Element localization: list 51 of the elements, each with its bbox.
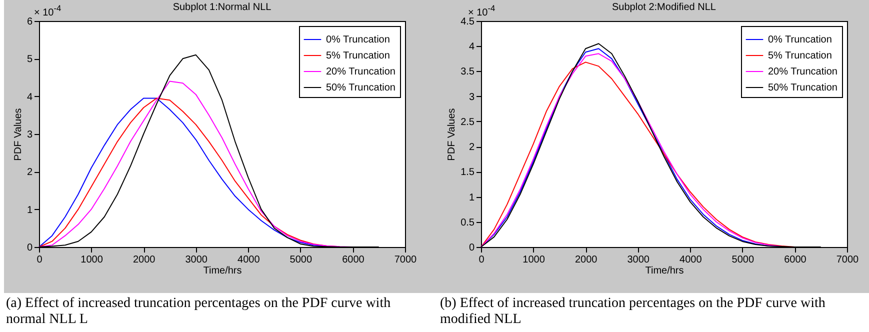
y-tick-label: 2 bbox=[26, 167, 33, 178]
x-axis-title: Time/hrs bbox=[203, 266, 242, 276]
legend-label: 0% Truncation bbox=[326, 34, 390, 46]
y-tick-label: 4 bbox=[26, 92, 33, 103]
x-tick-label: 7000 bbox=[394, 254, 418, 266]
y-tick-label: 6 bbox=[26, 16, 33, 28]
x-tick-label: 6000 bbox=[342, 254, 365, 266]
y-tick-label: 5 bbox=[26, 54, 33, 66]
y-axis-title: PDF Values bbox=[446, 108, 458, 161]
y-tick-label: 4 bbox=[468, 42, 475, 53]
x-tick-label: 0 bbox=[36, 254, 43, 266]
text: × 10$^{-4}$ bbox=[468, 3, 496, 18]
legend-label: 50% Truncation bbox=[326, 82, 396, 94]
x-tick-label: 2000 bbox=[574, 254, 598, 266]
x-tick-label: 6000 bbox=[784, 254, 807, 266]
x-tick-label: 3000 bbox=[185, 254, 208, 266]
y-axis-title: PDF Values bbox=[12, 108, 24, 161]
y-tick-label: 0 bbox=[468, 242, 475, 254]
chart-title: Subplot 1:Normal NLL bbox=[172, 2, 272, 13]
y-tick-label: 1 bbox=[26, 204, 33, 216]
text: (a) Effect of increased truncation percentages on the PDF curve with normal NLL L bbox=[5, 296, 392, 328]
x-tick-label: 2000 bbox=[132, 254, 156, 266]
y-tick-label: 1.5 bbox=[460, 167, 475, 178]
legend-label: 20% Truncation bbox=[326, 66, 396, 78]
x-tick-label: 4000 bbox=[680, 254, 702, 266]
y-tick-label: 2 bbox=[468, 142, 475, 154]
text: × 10$^{-4}$ bbox=[34, 3, 62, 18]
x-tick-label: 1000 bbox=[522, 254, 546, 266]
legend-label: 5% Truncation bbox=[768, 50, 832, 62]
y-tick-label: 0.5 bbox=[460, 217, 475, 228]
y-tick-label: 4.5 bbox=[460, 16, 475, 28]
legend-label: 20% Truncation bbox=[768, 66, 838, 78]
x-tick-label: 3000 bbox=[627, 254, 650, 266]
text: (b) Effect of increased truncation percentages on the PDF curve with modified NLL bbox=[439, 296, 826, 328]
legend-label: 50% Truncation bbox=[768, 82, 838, 94]
y-tick-label: 0 bbox=[26, 242, 33, 254]
y-tick-label: 1 bbox=[468, 192, 475, 204]
y-tick-label: 3 bbox=[26, 130, 33, 140]
x-tick-label: 4000 bbox=[238, 254, 260, 266]
x-tick-label: 0 bbox=[478, 254, 485, 266]
y-tick-label: 2.5 bbox=[460, 116, 475, 128]
x-axis-title: Time/hrs bbox=[645, 266, 684, 276]
y-tick-label: 3.5 bbox=[460, 66, 475, 78]
x-tick-label: 5000 bbox=[732, 254, 754, 266]
x-tick-label: 5000 bbox=[290, 254, 312, 266]
chart-title: Subplot 2:Modified NLL bbox=[612, 2, 716, 13]
legend-label: 5% Truncation bbox=[326, 50, 390, 62]
y-tick-label: 3 bbox=[468, 92, 475, 103]
legend-label: 0% Truncation bbox=[768, 34, 832, 46]
x-tick-label: 7000 bbox=[836, 254, 860, 266]
x-tick-label: 1000 bbox=[80, 254, 104, 266]
